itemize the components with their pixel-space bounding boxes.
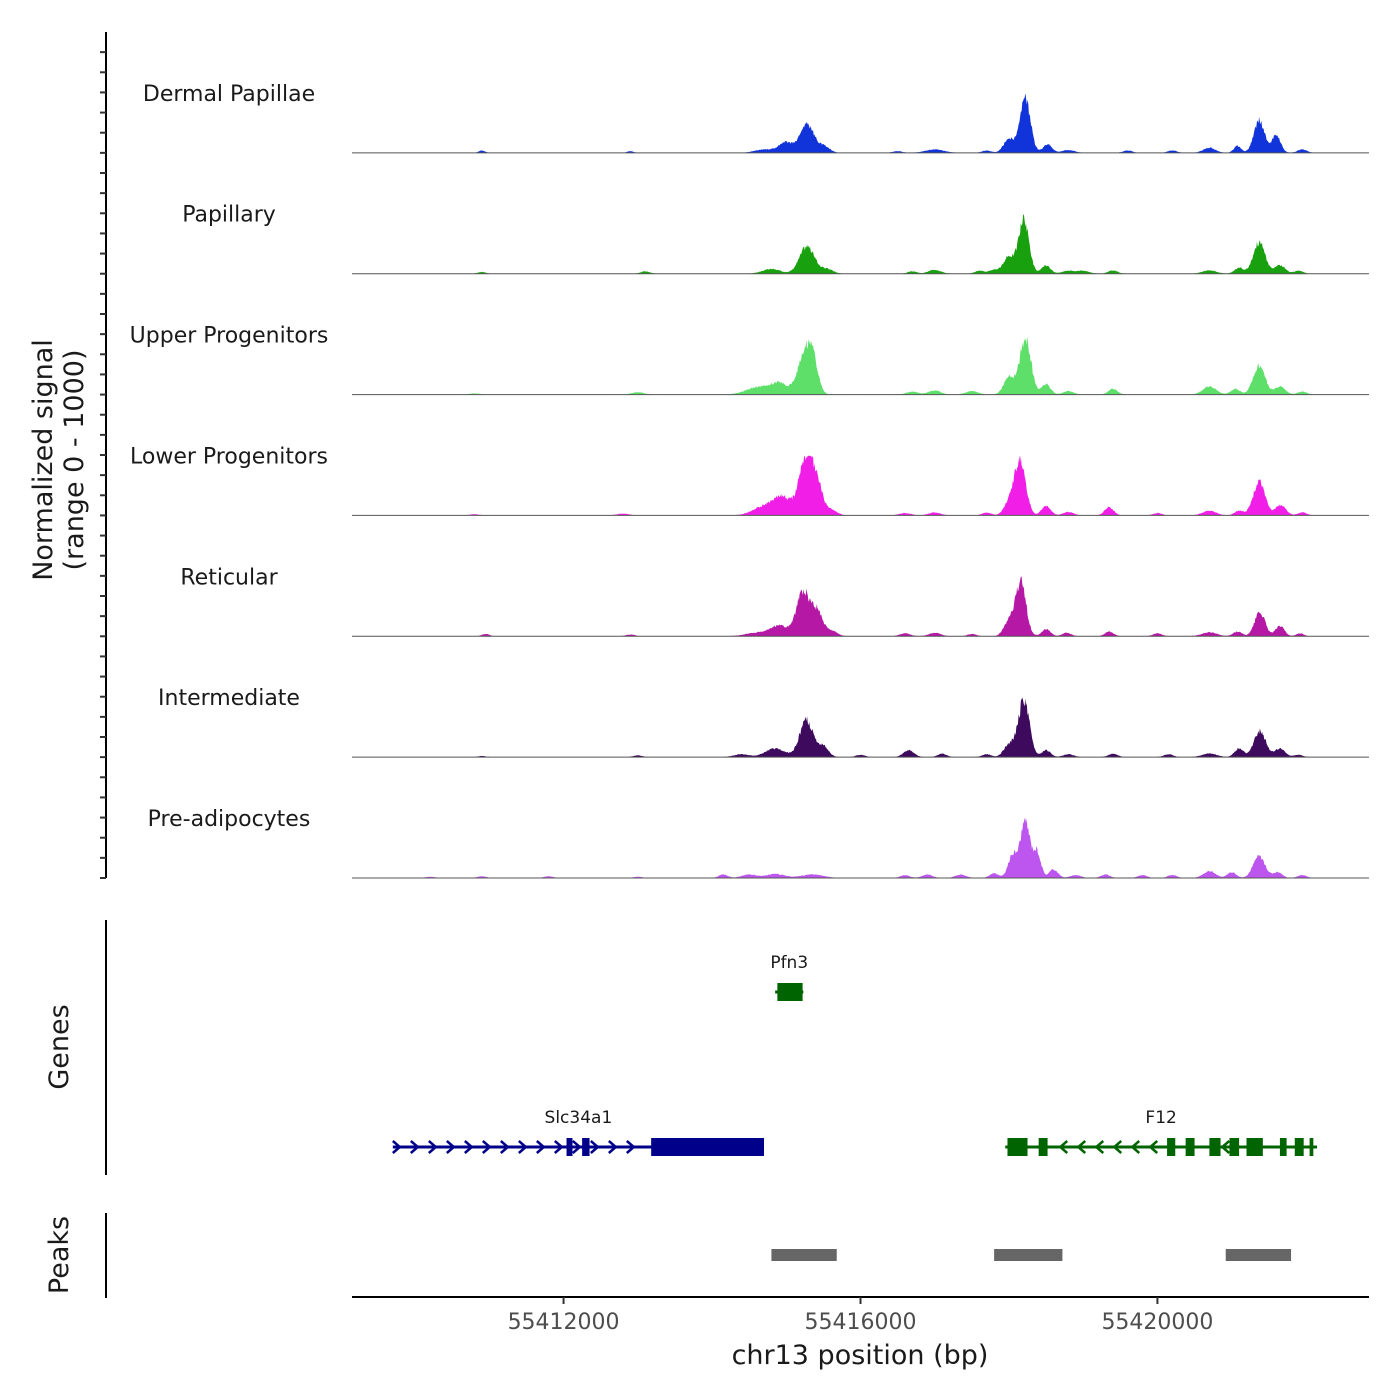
y-axis-title-line2: (range 0 - 1000)	[59, 350, 90, 571]
x-axis-ticks: 55412000 55416000 55420000	[508, 1297, 1213, 1335]
strand-arrow	[1130, 1140, 1141, 1154]
gene-pfn3: Pfn3	[770, 953, 808, 1001]
track-dermal-papillae: Dermal Papillae	[143, 82, 1369, 154]
exon	[1246, 1138, 1263, 1156]
peaks-panel-title: Peaks	[44, 1216, 75, 1294]
signal-area	[392, 214, 1317, 274]
track-lower-progenitors: Lower Progenitors	[130, 444, 1369, 516]
strand-arrow	[608, 1140, 618, 1154]
signal-area	[392, 818, 1317, 878]
signal-area	[392, 93, 1317, 153]
exon	[1279, 1138, 1287, 1156]
exon	[1209, 1138, 1221, 1156]
exon	[1229, 1138, 1240, 1156]
strand-arrow	[590, 1140, 600, 1154]
strand-arrow	[500, 1140, 510, 1154]
peak-region	[994, 1249, 1063, 1261]
strand-arrow	[1058, 1140, 1069, 1154]
strand-arrow	[536, 1140, 546, 1154]
signal-area	[392, 576, 1317, 637]
peak-region	[1225, 1249, 1292, 1261]
exon	[1007, 1138, 1028, 1156]
track-label: Intermediate	[158, 686, 300, 711]
strand-arrow	[1094, 1140, 1105, 1154]
strand-arrow	[1148, 1140, 1159, 1154]
strand-arrow	[446, 1140, 456, 1154]
gene-label: F12	[1145, 1108, 1176, 1128]
strand-arrow	[1076, 1140, 1087, 1154]
track-papillary: Papillary	[182, 203, 1369, 275]
track-label: Lower Progenitors	[130, 444, 328, 469]
strand-arrow	[572, 1140, 582, 1154]
y-axis-title-line1: Normalized signal	[28, 339, 59, 581]
genes-panel-title: Genes	[44, 1004, 75, 1089]
strand-arrow	[482, 1140, 492, 1154]
peak-region	[771, 1249, 837, 1261]
exon	[1309, 1138, 1314, 1156]
x-tick-label: 55420000	[1101, 1310, 1213, 1335]
coverage-y-axis	[100, 32, 107, 879]
signal-area	[392, 455, 1317, 516]
strand-arrow	[392, 1140, 402, 1154]
signal-area	[392, 336, 1317, 395]
exon	[1038, 1138, 1048, 1156]
track-pre-adipocytes: Pre-adipocytes	[148, 807, 1369, 879]
gene-slc34a1: Slc34a1	[392, 1108, 764, 1156]
track-label: Papillary	[182, 203, 276, 228]
strand-arrow	[626, 1140, 636, 1154]
exon	[566, 1138, 573, 1156]
strand-arrow	[1220, 1140, 1231, 1154]
strand-arrow	[518, 1140, 528, 1154]
track-label: Pre-adipocytes	[148, 807, 311, 832]
track-label: Upper Progenitors	[130, 324, 329, 349]
track-label: Dermal Papillae	[143, 82, 315, 107]
x-axis-title: chr13 position (bp)	[732, 1340, 989, 1371]
gene-label: Slc34a1	[545, 1108, 613, 1128]
track-intermediate: Intermediate	[158, 686, 1369, 758]
exon	[582, 1138, 590, 1156]
gene-label: Pfn3	[770, 953, 808, 973]
gene-f12: F12	[1005, 1108, 1318, 1156]
exon	[1185, 1138, 1195, 1156]
track-reticular: Reticular	[180, 565, 1369, 637]
strand-arrow	[410, 1140, 420, 1154]
track-label: Reticular	[180, 565, 278, 590]
exon	[1294, 1138, 1304, 1156]
peak-regions	[771, 1249, 1292, 1261]
strand-arrow	[464, 1140, 474, 1154]
exon	[1167, 1138, 1176, 1156]
strand-arrow	[428, 1140, 438, 1154]
coverage-tracks: Dermal Papillae Papillary Upper Progenitor…	[130, 82, 1369, 879]
strand-arrow	[1112, 1140, 1123, 1154]
exon	[651, 1138, 764, 1156]
strand-arrow	[554, 1140, 564, 1154]
x-tick-label: 55416000	[805, 1310, 917, 1335]
gene-annotations: Pfn3 Slc34a1 F12	[392, 953, 1318, 1156]
signal-area	[392, 697, 1317, 758]
track-upper-progenitors: Upper Progenitors	[130, 324, 1369, 396]
exon	[777, 983, 803, 1001]
x-tick-label: 55412000	[508, 1310, 620, 1335]
